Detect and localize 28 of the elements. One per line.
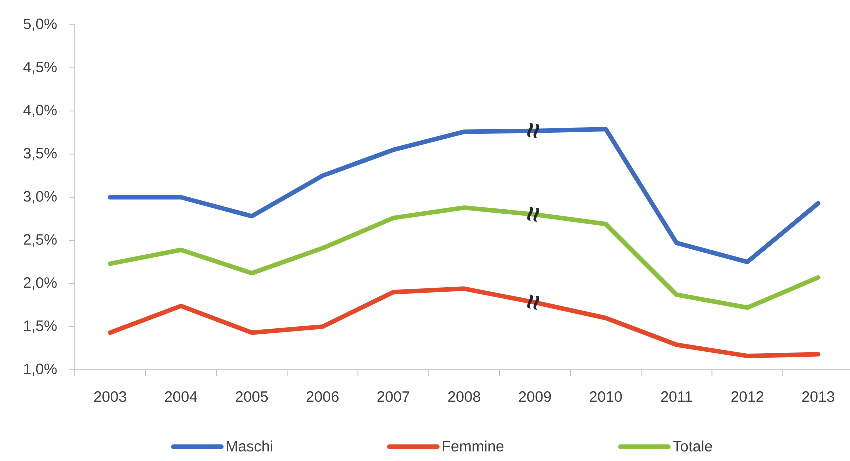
x-tick-label: 2005 <box>236 392 268 402</box>
x-tick-label: 2007 <box>378 392 410 402</box>
x-tick-label: 2012 <box>732 392 764 402</box>
x-tick-label: 2004 <box>165 392 198 402</box>
x-tick-label: 2003 <box>94 392 126 402</box>
y-tick-label: 2,5% <box>24 234 57 247</box>
y-tick-label: 1,0% <box>24 364 57 376</box>
x-tick-label: 2006 <box>306 392 339 402</box>
y-tick-label: 5,0% <box>24 18 57 32</box>
annotation: ≈ <box>528 294 540 310</box>
y-tick-label: 3,0% <box>24 191 57 204</box>
x-tick-label: 2009 <box>519 392 552 402</box>
line-series <box>108 286 821 358</box>
y-tick-label: 1,5% <box>24 320 57 334</box>
y-tick-label: 4,0% <box>24 105 57 118</box>
x-tick-label: 2013 <box>802 392 834 402</box>
legend-label: Femmine <box>443 440 504 452</box>
x-tick-label: 2008 <box>448 392 480 402</box>
y-tick-label: 3,5% <box>24 148 57 161</box>
annotation: ≈ <box>528 206 540 222</box>
legend-label: Maschi <box>227 440 272 452</box>
y-tick-label: 2,0% <box>24 278 57 290</box>
x-tick-label: 2010 <box>590 392 622 402</box>
annotation: ≈ <box>528 123 540 138</box>
x-tick-label: 2011 <box>661 392 692 402</box>
line-series <box>108 206 821 310</box>
y-tick-label: 4,5% <box>24 62 57 74</box>
legend-label: Totale <box>673 440 712 452</box>
